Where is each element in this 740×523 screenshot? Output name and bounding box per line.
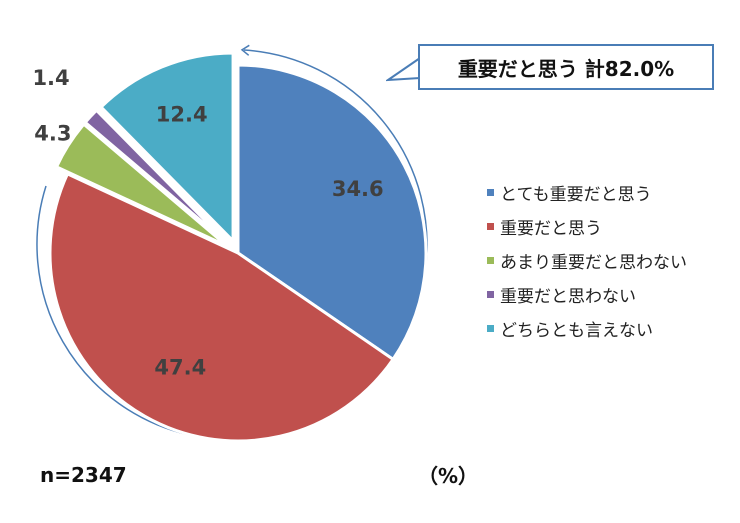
pie-slice (83, 108, 230, 246)
legend-label: あまり重要だと思わない (500, 252, 687, 273)
legend-label: 重要だと思わない (500, 286, 636, 307)
callout-tail (386, 57, 421, 82)
legend-item: どちらとも言えない (487, 311, 687, 345)
legend-swatch (487, 290, 494, 298)
pie-slice-label: 4.3 (34, 121, 71, 145)
pie-slice-label: 34.6 (332, 177, 384, 201)
pie-slice (236, 63, 428, 361)
pie-slice (48, 172, 395, 443)
legend-label: どちらとも言えない (500, 320, 653, 341)
important-total-callout: 重要だと思う 計82.0% (418, 44, 714, 90)
legend-swatch (487, 222, 494, 230)
legend: とても重要だと思う 重要だと思う あまり重要だと思わない 重要だと思わない どち… (487, 175, 687, 345)
pie-slice (99, 51, 235, 243)
legend-label: とても重要だと思う (500, 184, 652, 205)
pie-slice-label: 12.4 (156, 103, 208, 127)
legend-item: 重要だと思わない (487, 277, 687, 311)
legend-swatch (487, 188, 494, 196)
legend-swatch (487, 324, 494, 332)
legend-item: 重要だと思う (487, 209, 687, 243)
unit-label: （%） (418, 464, 479, 488)
pie-slice-label: 47.4 (154, 355, 206, 379)
legend-swatch (487, 256, 494, 264)
pie-slice-label: 1.4 (32, 66, 69, 90)
legend-item: あまり重要だと思わない (487, 243, 687, 277)
pie-slice (55, 122, 229, 248)
sample-size-label: n=2347 (40, 463, 127, 487)
legend-item: とても重要だと思う (487, 175, 687, 209)
legend-label: 重要だと思う (500, 218, 602, 239)
